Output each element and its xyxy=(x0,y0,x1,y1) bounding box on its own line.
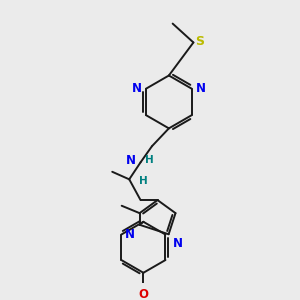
Text: O: O xyxy=(138,288,148,300)
Text: H: H xyxy=(139,176,147,186)
Text: N: N xyxy=(196,82,206,95)
Text: N: N xyxy=(125,228,135,241)
Text: H: H xyxy=(145,155,154,166)
Text: N: N xyxy=(132,82,142,95)
Text: S: S xyxy=(195,35,204,48)
Text: N: N xyxy=(126,154,136,167)
Text: N: N xyxy=(173,237,183,250)
